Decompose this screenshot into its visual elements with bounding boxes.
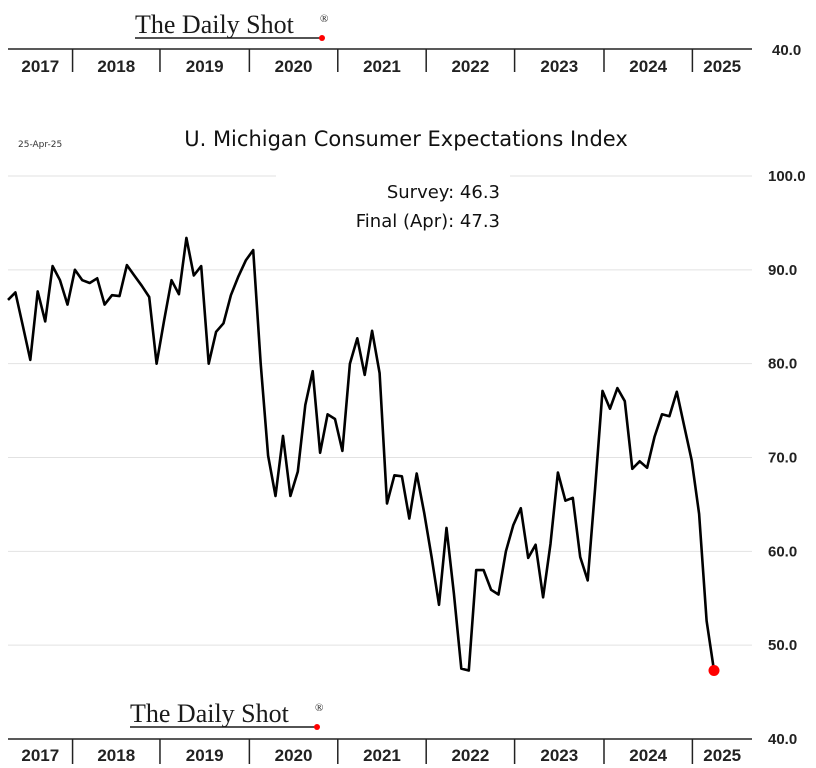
bottom-brand-dot [314, 724, 320, 730]
series-group [7, 236, 720, 677]
gridlines [8, 175, 752, 646]
year-label: 2018 [97, 57, 135, 76]
year-label: 2021 [363, 57, 401, 76]
y-tick-label: 100.0 [768, 168, 806, 185]
final-value-marker [708, 665, 720, 677]
year-label: 2018 [97, 746, 135, 765]
year-label: 2019 [186, 57, 224, 76]
year-label: 2017 [21, 746, 59, 765]
top-brand-logo: The Daily Shot ® [135, 10, 328, 41]
annotation-survey: Survey: 46.3 [387, 182, 500, 203]
y-tick-label: 70.0 [768, 450, 797, 467]
y-tick-label: 80.0 [768, 356, 797, 373]
chart-title: U. Michigan Consumer Expectations Index [184, 127, 628, 151]
y-tick-label: 90.0 [768, 262, 797, 279]
year-label: 2024 [629, 57, 667, 76]
bottom-year-ticks: 2017 2018 2019 2020 2021 2022 2023 2024 2025 [8, 738, 752, 765]
top-brand-dot [319, 35, 325, 41]
bottom-brand-name: The Daily Shot [130, 699, 290, 728]
year-label: 2020 [275, 746, 313, 765]
year-label: 2025 [703, 57, 741, 76]
annotation-final: Final (Apr): 47.3 [356, 211, 500, 232]
bottom-brand-mark: ® [315, 702, 323, 714]
date-stamp: 25-Apr-25 [18, 140, 62, 150]
y-tick-label: 60.0 [768, 543, 797, 560]
year-label: 2023 [540, 57, 578, 76]
year-label: 2023 [540, 746, 578, 765]
bottom-brand-logo: The Daily Shot ® [130, 699, 323, 730]
top-brand-name: The Daily Shot [135, 10, 295, 39]
series-line [7, 236, 716, 672]
year-label: 2019 [186, 746, 224, 765]
year-label: 2020 [275, 57, 313, 76]
year-label: 2021 [363, 746, 401, 765]
top-axis-value-label: 40.0 [772, 42, 801, 59]
top-year-ticks: 2017 2018 2019 2020 2021 2022 2023 2024 2025 [21, 49, 741, 76]
annotation-box [276, 172, 510, 238]
year-label: 2022 [451, 57, 489, 76]
y-tick-label: 40.0 [768, 731, 797, 748]
year-label: 2024 [629, 746, 667, 765]
y-axis-ticks: 40.0 50.0 60.0 70.0 80.0 90.0 100.0 [768, 168, 806, 748]
year-label: 2022 [451, 746, 489, 765]
y-tick-label: 50.0 [768, 637, 797, 654]
top-brand-mark: ® [320, 13, 328, 25]
year-label: 2017 [21, 57, 59, 76]
year-label: 2025 [703, 746, 741, 765]
